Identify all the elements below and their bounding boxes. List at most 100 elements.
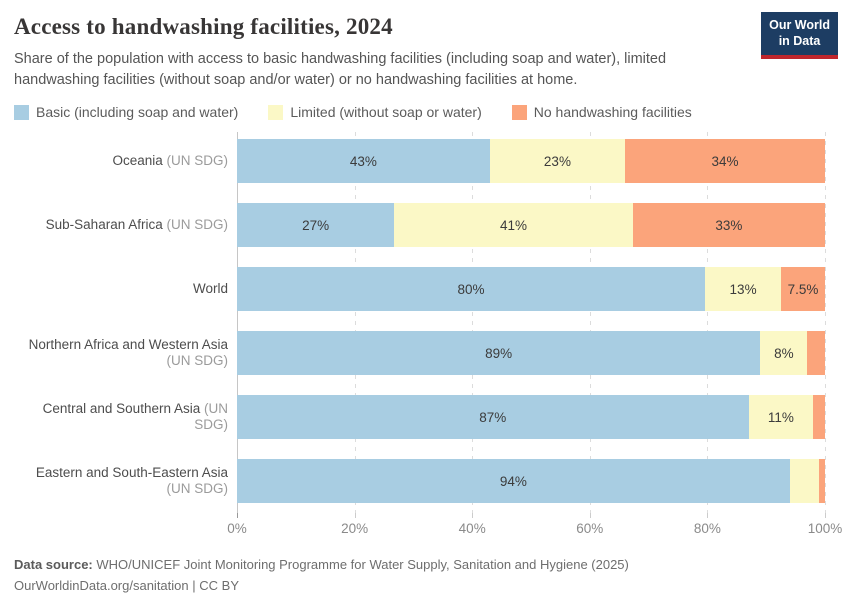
legend-swatch-icon: [14, 104, 29, 120]
bar-segment[interactable]: 34%: [625, 139, 825, 184]
bar-track: 94%: [237, 459, 825, 504]
bar-segment[interactable]: 80%: [237, 267, 706, 312]
bar-segment[interactable]: 33%: [632, 203, 825, 248]
bar-value-label: 43%: [349, 153, 377, 169]
category-qualifier: (UN SDG): [166, 353, 229, 369]
bar-segment[interactable]: 23%: [489, 139, 626, 184]
chart-row: Eastern and South-Eastern Asia (UN SDG) 94…: [14, 459, 836, 504]
legend-label: Limited (without soap or water): [290, 104, 482, 121]
bar-value-label: 7.5%: [787, 281, 819, 297]
bar-segment[interactable]: 89%: [237, 331, 761, 376]
category-name: World: [192, 280, 228, 296]
data-source-line: Data source: WHO/UNICEF Joint Monitoring…: [14, 555, 836, 576]
chart-footer: Data source: WHO/UNICEF Joint Monitoring…: [14, 555, 836, 597]
owid-logo[interactable]: Our World in Data: [761, 12, 838, 60]
axis-tick-label: 0%: [227, 521, 247, 537]
bar-track: 89% 8%: [237, 331, 825, 376]
bar-value-label: 11%: [767, 409, 794, 425]
chart-row: Northern Africa and Western Asia (UN SDG)…: [14, 331, 836, 376]
bar-track: 87% 11%: [237, 395, 825, 440]
bar-value-label: 27%: [302, 217, 330, 233]
axis-tick: [472, 513, 474, 519]
bar-segment[interactable]: 87%: [237, 395, 749, 440]
attribution-divider: |: [192, 577, 196, 593]
axis-zero-line: [237, 132, 238, 514]
axis-tick-label: 40%: [458, 521, 486, 537]
category-name: Oceania: [112, 152, 163, 168]
axis-tick-label: 20%: [341, 521, 369, 537]
bar-segment[interactable]: [807, 331, 825, 376]
chart-row: Central and Southern Asia (UN SDG) 87% 11%: [14, 395, 836, 440]
bar-segment[interactable]: 7.5%: [781, 267, 825, 312]
legend-item-2[interactable]: No handwashing facilities: [511, 104, 692, 121]
page-title: Access to handwashing facilities, 2024: [14, 14, 393, 39]
category-qualifier: (UN SDG): [194, 400, 228, 433]
bar-track: 80% 13% 7.5%: [237, 267, 825, 312]
bar-segment[interactable]: [819, 459, 825, 504]
bar-segment[interactable]: [789, 459, 820, 504]
bar-value-label: 23%: [543, 153, 571, 169]
category-label: Northern Africa and Western Asia (UN SDG): [14, 337, 237, 369]
gridlines: [237, 132, 826, 514]
category-qualifier: (UN SDG): [166, 152, 229, 168]
category-name: Sub-Saharan Africa: [45, 216, 163, 232]
legend-label: Basic (including soap and water): [36, 104, 239, 121]
axis-tick: [707, 513, 709, 519]
gridline: [472, 132, 474, 514]
gridline: [707, 132, 709, 514]
data-source-text: WHO/UNICEF Joint Monitoring Programme fo…: [96, 557, 629, 573]
chart-row: Oceania (UN SDG) 43% 23% 34%: [14, 139, 836, 184]
bar-value-label: 8%: [774, 345, 794, 361]
category-name: Northern Africa and Western Asia: [28, 336, 228, 352]
category-qualifier: (UN SDG): [166, 481, 229, 497]
category-label: Eastern and South-Eastern Asia (UN SDG): [14, 465, 237, 497]
bar-value-label: 89%: [485, 345, 513, 361]
bar-segment[interactable]: 8%: [760, 331, 808, 376]
chart-row: Sub-Saharan Africa (UN SDG) 27% 41% 33%: [14, 203, 836, 248]
bar-value-label: 80%: [457, 281, 485, 297]
bar-value-label: 87%: [479, 409, 507, 425]
owid-logo-line2: in Data: [778, 33, 821, 48]
bar-value-label: 34%: [711, 153, 739, 169]
category-label: World: [14, 281, 237, 297]
legend-item-0[interactable]: Basic (including soap and water): [14, 104, 238, 120]
bar-track: 43% 23% 34%: [237, 139, 825, 184]
bar-track: 27% 41% 33%: [237, 203, 825, 248]
axis-tick: [354, 513, 356, 519]
bar-segment[interactable]: 11%: [748, 395, 814, 440]
legend: Basic (including soap and water) Limited …: [14, 104, 836, 120]
bar-rows: Oceania (UN SDG) 43% 23% 34% Sub-Saharan Afr…: [14, 139, 836, 504]
bar-value-label: 13%: [729, 281, 757, 297]
bar-segment[interactable]: 94%: [237, 459, 790, 504]
axis-tick: [237, 513, 238, 519]
bar-segment[interactable]: 13%: [705, 267, 782, 312]
legend-item-1[interactable]: Limited (without soap or water): [268, 104, 482, 121]
bar-segment[interactable]: 27%: [237, 203, 395, 248]
legend-swatch-icon: [511, 104, 527, 120]
axis-tick-label: 60%: [576, 521, 604, 537]
x-axis: 0% 20% 40% 60% 80% 100%: [227, 513, 842, 541]
axis-tick: [825, 513, 826, 519]
bar-value-label: 94%: [499, 473, 527, 489]
data-source-label: Data source:: [14, 557, 93, 573]
category-label: Central and Southern Asia (UN SDG): [14, 401, 237, 433]
gridline: [354, 132, 356, 514]
axis-tick-label: 80%: [693, 521, 721, 537]
chart-row: World 80% 13% 7.5%: [14, 267, 836, 312]
chart-subtitle: Share of the population with access to b…: [14, 51, 667, 89]
category-qualifier: (UN SDG): [166, 216, 229, 232]
owid-link[interactable]: OurWorldinData.org/sanitation: [14, 577, 189, 593]
axis-tick-label: 100%: [807, 521, 843, 537]
bar-segment[interactable]: [813, 395, 825, 440]
legend-label: No handwashing facilities: [533, 104, 692, 121]
gridline: [825, 132, 826, 514]
owid-logo-line1: Our World: [769, 18, 830, 32]
plot-area: Oceania (UN SDG) 43% 23% 34% Sub-Saharan Afr…: [14, 132, 836, 514]
axis-tick: [589, 513, 591, 519]
bar-segment[interactable]: 41%: [394, 203, 633, 248]
license-link[interactable]: CC BY: [199, 577, 239, 593]
gridline: [589, 132, 591, 514]
bar-segment[interactable]: 43%: [237, 139, 490, 184]
category-name: Eastern and South-Eastern Asia: [35, 464, 228, 480]
